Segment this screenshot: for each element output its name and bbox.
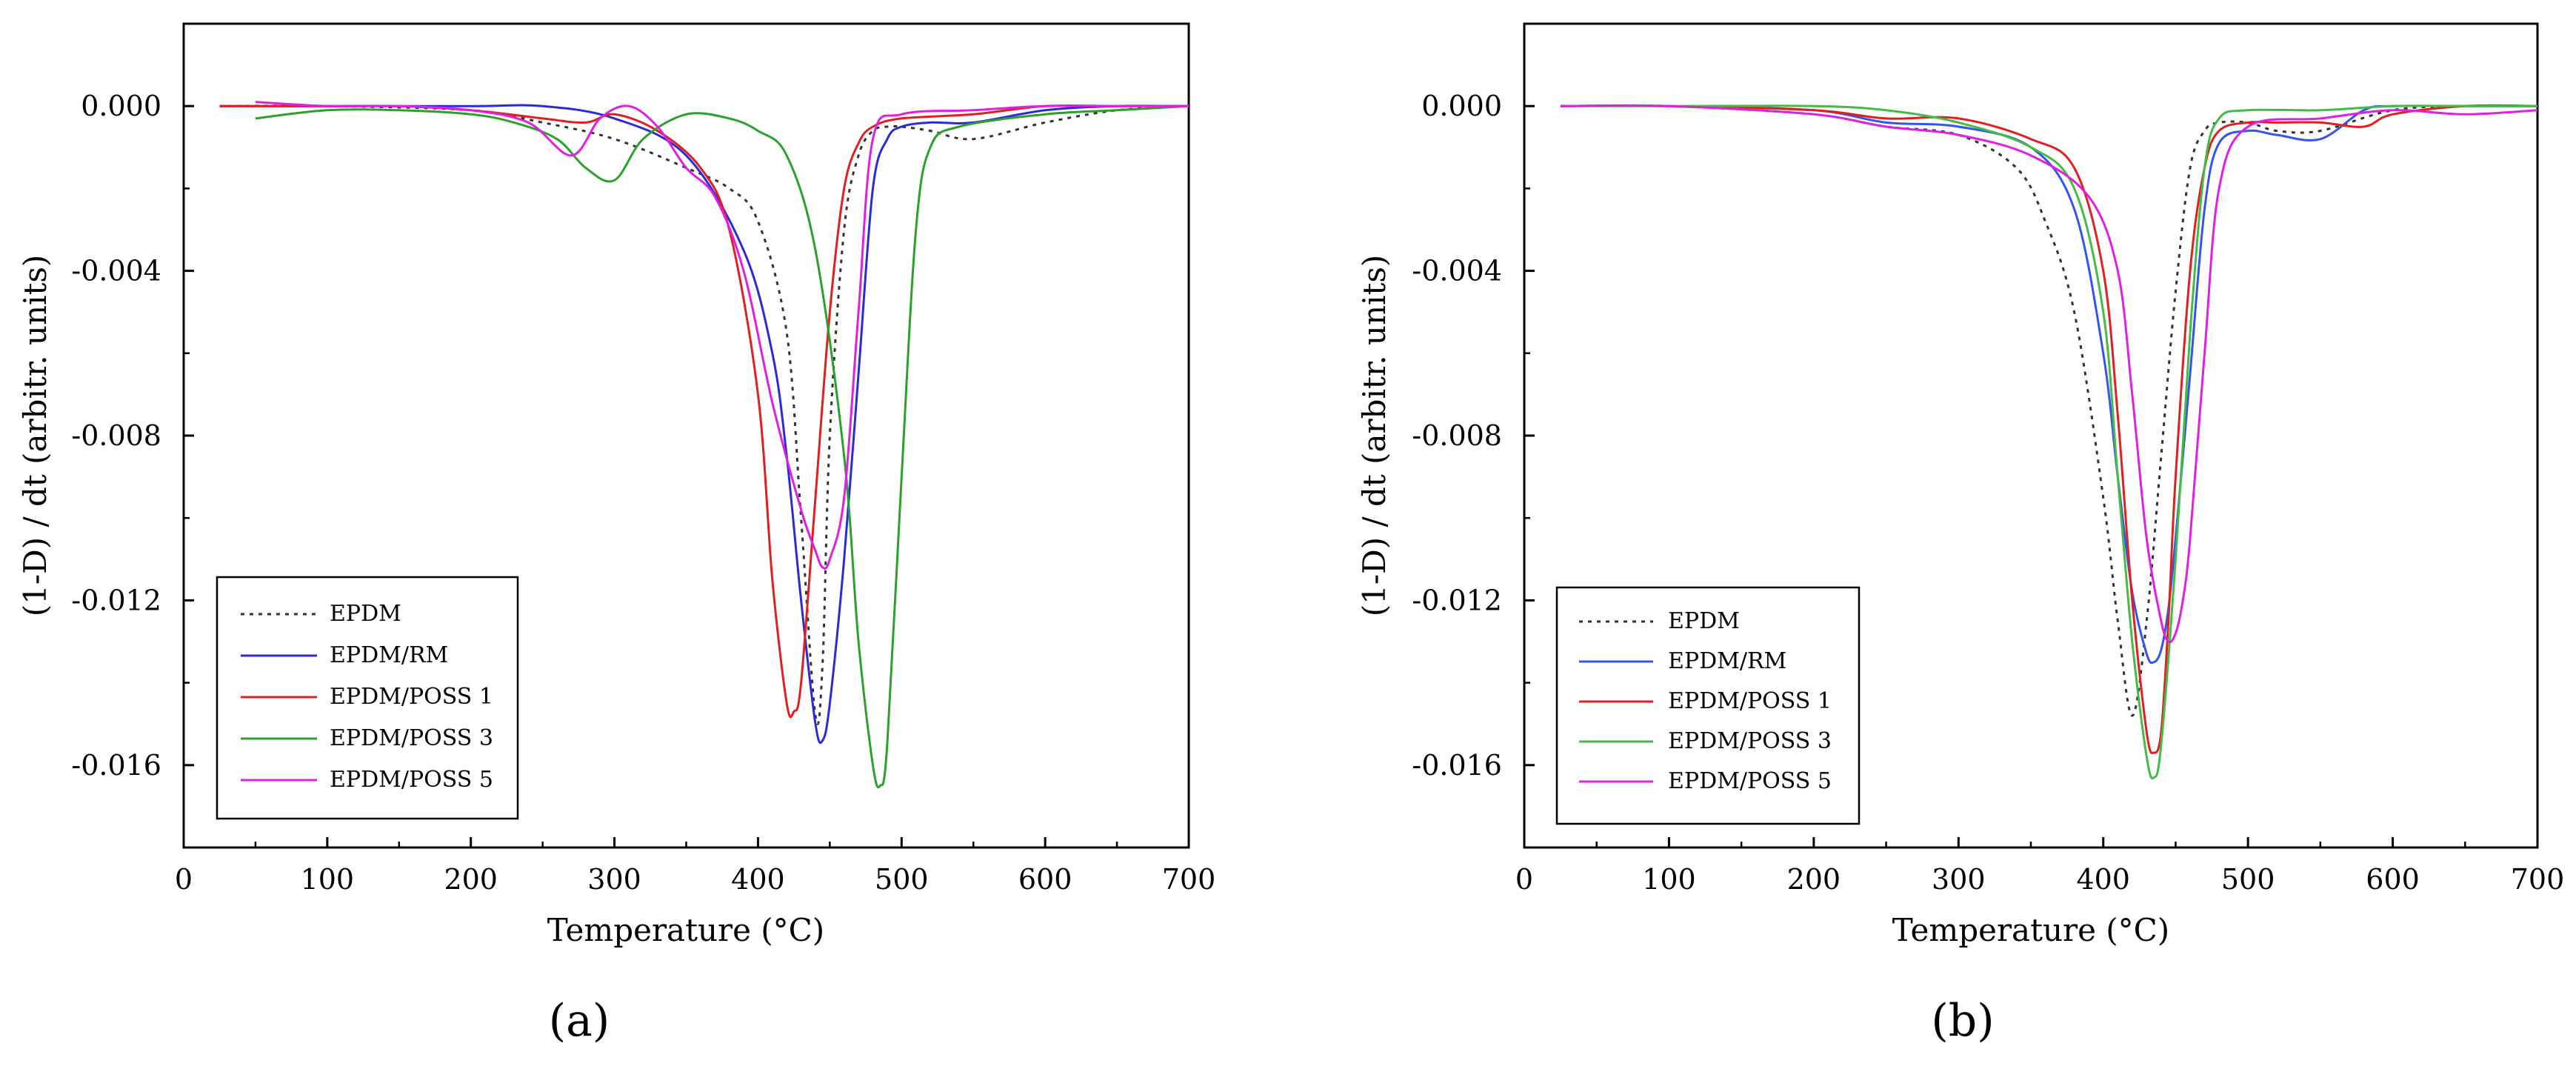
legend-box-b (1555, 586, 1861, 825)
legend-label-a-3: EPDM/POSS 3 (330, 725, 493, 751)
legend-label-b-1: EPDM/RM (1668, 648, 1786, 674)
series-line-a-4 (255, 101, 1189, 570)
legend-label-a-0: EPDM (330, 601, 401, 627)
x-axis-title-b: Temperature (°C) (1892, 912, 2169, 948)
series-line-a-1 (219, 104, 1189, 745)
series-lines-a (219, 101, 1189, 789)
y-tick-label-b-4: -0.016 (1412, 749, 1502, 782)
legend-entries-a: EPDM EPDM/RM EPDM/POSS 1 EPDM/POSS 3 EPDM/PO… (241, 601, 493, 793)
x-tick-label-b-2: 200 (1787, 863, 1841, 896)
x-tick-label-a-7: 700 (1162, 863, 1216, 896)
x-tick-label-a-3: 300 (587, 863, 641, 896)
x-tick-label-b-0: 0 (1515, 863, 1533, 896)
panel-label-b: (b) (1931, 995, 1994, 1047)
x-tick-label-b-6: 600 (2366, 863, 2420, 896)
y-tick-label-a-4: -0.016 (71, 749, 161, 782)
legend-b: EPDM EPDM/RM EPDM/POSS 1 EPDM/POSS 3 EPDM/PO… (1555, 586, 1861, 825)
legend-label-a-2: EPDM/POSS 1 (330, 684, 493, 710)
x-tick-label-b-7: 700 (2511, 863, 2565, 896)
y-tick-label-a-0: 0.000 (81, 90, 161, 122)
axis-ticks-a: 0 100 200 300 400 500 600 700 0.000 -0.004 -0.008 -… (71, 90, 1215, 896)
x-tick-label-a-0: 0 (175, 863, 193, 896)
y-tick-label-a-2: -0.008 (71, 419, 161, 452)
legend-label-a-1: EPDM/RM (330, 642, 448, 668)
legend-label-b-2: EPDM/POSS 1 (1668, 688, 1832, 714)
series-line-b-1 (1560, 104, 2537, 665)
legend-label-b-0: EPDM (1668, 608, 1740, 634)
y-tick-label-b-2: -0.008 (1412, 419, 1502, 452)
legend-label-a-4: EPDM/POSS 5 (330, 767, 493, 793)
y-tick-label-b-0: 0.000 (1421, 90, 1502, 122)
x-tick-label-a-1: 100 (301, 863, 355, 896)
legend-label-b-3: EPDM/POSS 3 (1668, 728, 1832, 754)
series-lines-b (1560, 104, 2538, 780)
legend-entries-b: EPDM EPDM/RM EPDM/POSS 1 EPDM/POSS 3 EPDM/PO… (1579, 608, 1832, 794)
series-line-b-3 (1560, 104, 2537, 780)
x-tick-label-b-3: 300 (1932, 863, 1986, 896)
y-tick-label-b-1: -0.004 (1412, 255, 1502, 287)
legend-a: EPDM EPDM/RM EPDM/POSS 1 EPDM/POSS 3 EPDM/PO… (216, 576, 519, 820)
y-axis-title-a: (1-D) / dt (arbitr. units) (17, 255, 53, 617)
series-line-a-0 (219, 104, 1189, 725)
x-tick-label-b-5: 500 (2221, 863, 2275, 896)
series-line-a-2 (219, 104, 1189, 719)
series-line-b-4 (1560, 104, 2538, 644)
panel-label-a: (a) (549, 995, 610, 1047)
x-tick-label-b-4: 400 (2076, 863, 2130, 896)
x-tick-label-a-5: 500 (875, 863, 929, 896)
chart-panel-a: 0 100 200 300 400 500 600 700 0.000 -0.004 -0.008 -… (17, 22, 1215, 1047)
x-axis-title-a: Temperature (°C) (547, 912, 824, 948)
x-tick-label-a-2: 200 (444, 863, 498, 896)
y-tick-label-a-1: -0.004 (71, 255, 161, 287)
chart-panel-b: 0 100 200 300 400 500 600 700 0.000 -0.004 -0.008 -… (1356, 22, 2564, 1047)
y-tick-label-b-3: -0.012 (1412, 584, 1502, 616)
x-tick-label-b-1: 100 (1642, 863, 1696, 896)
series-line-a-3 (255, 104, 1189, 789)
series-line-b-2 (1560, 104, 2538, 755)
y-axis-title-b: (1-D) / dt (arbitr. units) (1356, 255, 1392, 617)
x-tick-label-a-4: 400 (731, 863, 785, 896)
axis-ticks-b: 0 100 200 300 400 500 600 700 0.000 -0.004 -0.008 -… (1412, 90, 2564, 896)
x-tick-label-a-6: 600 (1018, 863, 1072, 896)
legend-label-b-4: EPDM/POSS 5 (1668, 768, 1832, 794)
y-tick-label-a-3: -0.012 (71, 584, 161, 616)
